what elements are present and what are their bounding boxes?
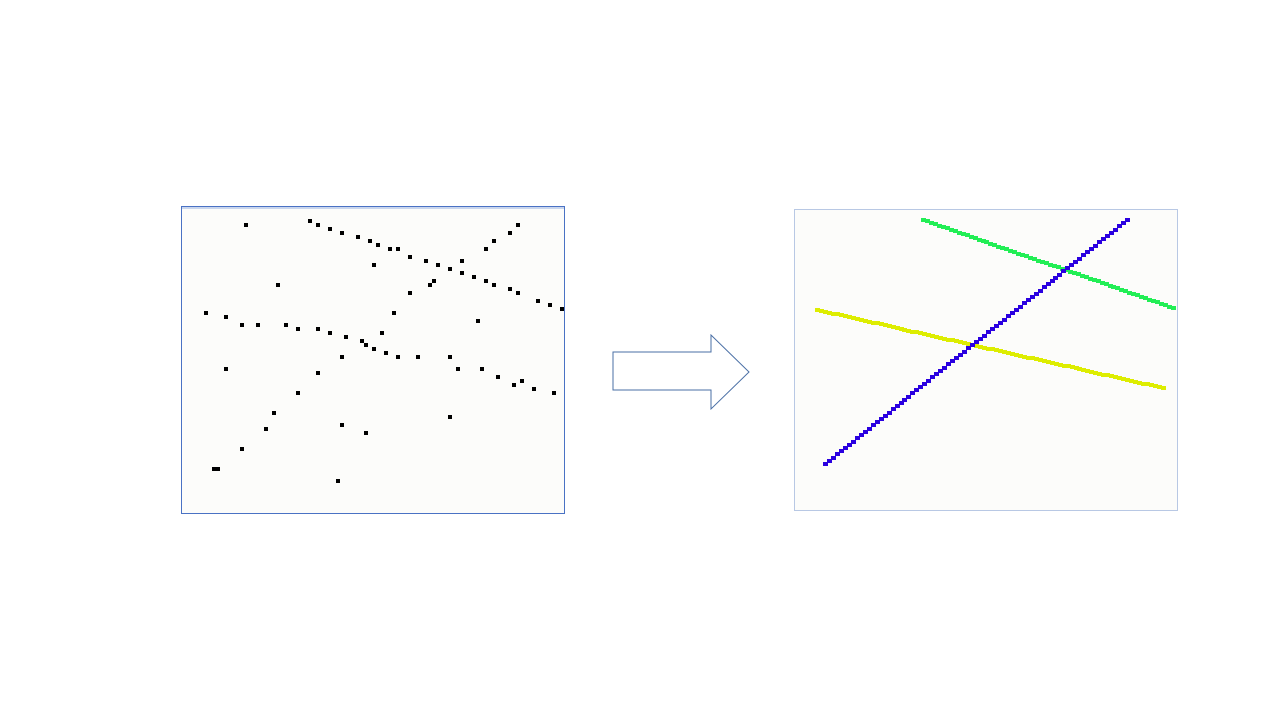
- input-point: [316, 223, 320, 227]
- input-point: [516, 291, 520, 295]
- input-point: [532, 387, 536, 391]
- input-point: [432, 279, 436, 283]
- input-point: [416, 355, 420, 359]
- input-point: [340, 231, 344, 235]
- input-point: [520, 379, 524, 383]
- input-point: [536, 299, 540, 303]
- input-point: [396, 355, 400, 359]
- input-point: [224, 315, 228, 319]
- input-point: [448, 355, 452, 359]
- detected-line-2: [815, 308, 1166, 390]
- input-point: [364, 431, 368, 435]
- input-point: [340, 423, 344, 427]
- input-point: [460, 259, 464, 263]
- input-point: [240, 323, 244, 327]
- input-point: [408, 255, 412, 259]
- input-point: [328, 227, 332, 231]
- detected-line-1: [921, 218, 1176, 310]
- input-point: [392, 311, 396, 315]
- input-point: [408, 291, 412, 295]
- input-point: [516, 223, 520, 227]
- input-point: [376, 243, 380, 247]
- input-point: [356, 235, 360, 239]
- input-point: [272, 411, 276, 415]
- input-point: [344, 335, 348, 339]
- input-point: [308, 219, 312, 223]
- input-point: [296, 391, 300, 395]
- right-arrow-icon: [612, 334, 750, 411]
- detected-lines-canvas: [815, 218, 1176, 466]
- input-point: [368, 239, 372, 243]
- input-point: [448, 267, 452, 271]
- input-point: [460, 271, 464, 275]
- input-point: [388, 247, 392, 251]
- input-point: [548, 303, 552, 307]
- input-point: [336, 479, 340, 483]
- input-point: [256, 323, 260, 327]
- input-point: [316, 327, 320, 331]
- input-point: [552, 391, 556, 395]
- input-point: [484, 247, 488, 251]
- input-point: [476, 319, 480, 323]
- input-point: [340, 355, 344, 359]
- input-point: [244, 223, 248, 227]
- input-point: [360, 339, 364, 343]
- input-point: [424, 259, 428, 263]
- input-point: [508, 231, 512, 235]
- input-point: [472, 275, 476, 279]
- input-point-cloud-panel: [181, 206, 565, 514]
- input-point: [492, 283, 496, 287]
- input-point: [296, 327, 300, 331]
- input-point: [240, 447, 244, 451]
- input-point: [448, 415, 452, 419]
- input-point: [384, 351, 388, 355]
- input-point: [456, 367, 460, 371]
- input-point: [480, 367, 484, 371]
- detected-lines-panel: [794, 209, 1178, 511]
- input-point: [484, 279, 488, 283]
- input-point: [560, 307, 564, 311]
- input-point: [316, 371, 320, 375]
- input-point: [436, 263, 440, 267]
- input-point: [284, 323, 288, 327]
- input-points-canvas: [204, 219, 564, 483]
- input-point: [264, 427, 268, 431]
- input-point: [396, 247, 400, 251]
- input-point: [372, 347, 376, 351]
- input-point: [372, 263, 376, 267]
- input-point: [428, 283, 432, 287]
- input-point: [204, 311, 208, 315]
- input-point: [380, 331, 384, 335]
- input-point: [276, 283, 280, 287]
- input-point: [216, 467, 220, 471]
- detected-line-3: [823, 218, 1130, 466]
- input-point: [224, 367, 228, 371]
- input-point: [364, 343, 368, 347]
- input-point: [212, 467, 216, 471]
- input-point: [508, 287, 512, 291]
- input-point: [512, 383, 516, 387]
- input-point: [492, 239, 496, 243]
- input-point: [496, 375, 500, 379]
- input-point: [328, 331, 332, 335]
